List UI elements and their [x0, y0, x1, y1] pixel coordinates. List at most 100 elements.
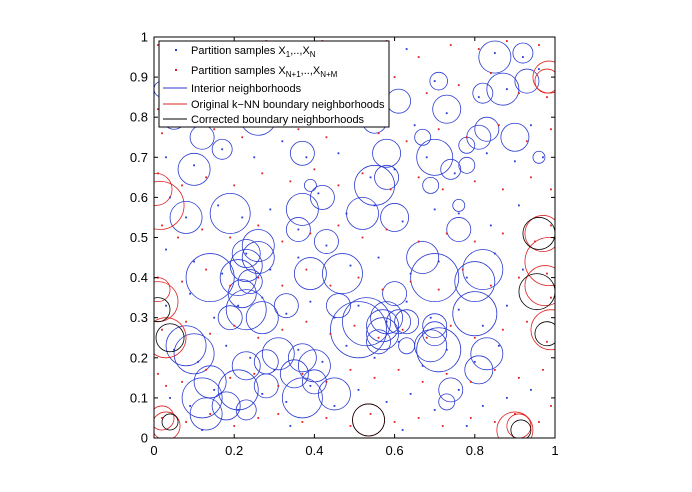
red-sample-point — [449, 324, 452, 327]
blue-sample-point — [333, 405, 336, 407]
red-sample-point — [233, 425, 236, 427]
red-sample-point — [409, 280, 412, 283]
interior-neighborhood-circle — [414, 329, 448, 363]
red-sample-point — [157, 372, 159, 375]
blue-sample-point — [369, 176, 372, 179]
blue-sample-point — [497, 344, 500, 347]
blue-sample-point — [409, 272, 412, 275]
blue-sample-point — [477, 96, 480, 99]
blue-sample-point — [493, 52, 496, 54]
blue-sample-point — [213, 316, 216, 319]
original-boundary-neighborhood-circle — [154, 405, 175, 431]
red-sample-point — [205, 176, 208, 179]
interior-neighborhood-circle — [438, 377, 464, 403]
red-sample-point — [161, 132, 163, 135]
interior-neighborhood-circle — [414, 128, 432, 146]
blue-sample-point — [357, 388, 360, 391]
red-sample-point — [505, 40, 508, 42]
interior-neighborhood-circle — [370, 301, 404, 335]
corrected-boundary-neighborhood-circle — [510, 419, 532, 438]
red-sample-point — [449, 44, 452, 46]
blue-sample-point — [185, 216, 187, 219]
interior-neighborhood-circle — [293, 257, 327, 291]
interior-neighborhood-circle — [382, 281, 408, 307]
blue-sample-point — [325, 244, 328, 247]
blue-sample-point — [413, 124, 416, 127]
corrected-boundary-neighborhood-circle — [522, 217, 555, 250]
red-sample-point — [493, 421, 496, 423]
red-sample-point — [277, 384, 280, 387]
interior-neighborhood-circle — [181, 377, 223, 419]
original-boundary-neighborhood-circle — [154, 317, 187, 359]
blue-sample-point — [269, 208, 272, 211]
original-boundary-neighborhood-circle — [530, 309, 555, 351]
blue-sample-point — [493, 252, 496, 255]
blue-sample-point — [337, 152, 340, 155]
red-sample-point — [501, 328, 504, 331]
interior-neighborhood-circle — [474, 116, 500, 142]
interior-neighborhood-circle — [512, 42, 534, 64]
blue-sample-point — [433, 80, 436, 83]
interior-neighborhood-circle — [281, 377, 323, 419]
blue-sample-point — [225, 344, 228, 347]
legend-entry: Partition samples XN+1,..,XN+M — [191, 65, 338, 79]
blue-sample-point — [249, 356, 252, 359]
red-sample-point — [417, 240, 420, 243]
red-sample-point — [469, 417, 472, 419]
corrected-boundary-neighborhood-circle — [154, 297, 171, 323]
interior-neighborhood-circle — [422, 176, 440, 194]
red-sample-point — [185, 421, 187, 423]
red-sample-point — [233, 324, 236, 327]
blue-sample-point — [457, 388, 460, 391]
red-sample-point — [417, 176, 420, 179]
red-sample-point — [437, 128, 440, 131]
interior-neighborhood-circle — [380, 203, 410, 232]
red-sample-point — [469, 380, 472, 383]
interior-neighborhood-circle — [422, 313, 448, 339]
blue-sample-point — [237, 304, 240, 307]
red-sample-point — [417, 56, 420, 58]
red-sample-point — [313, 168, 316, 171]
red-sample-point — [233, 184, 236, 187]
red-sample-point — [337, 184, 340, 187]
x-tick-label: 0 — [150, 443, 157, 458]
legend-entry: Interior neighborhoods — [191, 83, 302, 95]
interior-neighborhood-circle — [410, 253, 460, 303]
red-sample-point — [185, 320, 187, 323]
interior-neighborhood-circle — [372, 138, 402, 168]
blue-sample-point — [409, 392, 412, 395]
blue-sample-point — [189, 292, 191, 295]
red-sample-point — [381, 288, 384, 291]
y-axis: 0 0.1 0.2 0.3 0.4 0.5 0.6 0.7 0.8 0.9 1 — [130, 30, 555, 446]
blue-sample-point — [345, 344, 348, 347]
red-sample-point — [473, 336, 476, 339]
red-sample-point — [465, 136, 468, 139]
x-axis: 0 0.2 0.4 0.6 0.8 1 — [150, 37, 559, 458]
interior-neighborhood-circle — [470, 337, 504, 371]
red-sample-point — [546, 340, 548, 343]
red-sample-point — [550, 405, 552, 407]
interior-neighborhood-circle — [193, 365, 227, 399]
blue-sample-point — [385, 320, 388, 323]
red-sample-point — [157, 276, 159, 279]
corrected-boundary-neighborhood-circle — [518, 273, 555, 311]
original-boundary-neighborhood-circle — [524, 237, 555, 287]
red-sample-point — [353, 324, 356, 327]
blue-sample-point — [522, 268, 524, 271]
red-sample-point — [161, 224, 163, 227]
red-sample-point — [157, 44, 159, 46]
blue-sample-point — [221, 148, 224, 151]
original-boundary-neighborhood-circle — [154, 411, 181, 438]
red-sample-point — [550, 188, 552, 191]
interior-neighborhood-circle — [318, 377, 351, 411]
red-sample-point — [473, 240, 476, 243]
interior-neighborhood-circle — [440, 158, 462, 180]
blue-sample-point — [530, 388, 532, 391]
red-sample-point — [257, 417, 260, 419]
interior-neighborhood-circle — [279, 359, 309, 389]
original-boundary-neighborhood-circle — [534, 68, 555, 94]
red-sample-point — [205, 368, 208, 371]
blue-sample-point — [457, 308, 460, 311]
y-tick-label: 0 — [141, 431, 148, 446]
blue-sample-point — [261, 296, 264, 299]
